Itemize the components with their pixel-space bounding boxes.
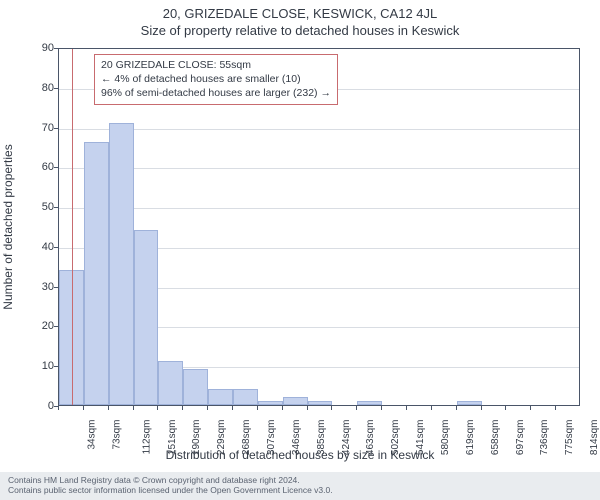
ytick-label: 60 xyxy=(14,161,54,173)
histogram-bar xyxy=(308,401,333,405)
xtick-mark xyxy=(356,406,357,410)
page-title-line1: 20, GRIZEDALE CLOSE, KESWICK, CA12 4JL xyxy=(0,0,600,21)
xtick-mark xyxy=(157,406,158,410)
footer-line2: Contains public sector information licen… xyxy=(8,485,592,496)
histogram-bar xyxy=(258,401,283,405)
ytick-label: 80 xyxy=(14,82,54,94)
histogram-bar xyxy=(233,389,258,405)
xtick-label: 619sqm xyxy=(465,420,476,456)
histogram-bar xyxy=(84,142,109,405)
histogram-bar xyxy=(109,123,134,405)
xtick-mark xyxy=(381,406,382,410)
ytick-mark xyxy=(54,48,58,49)
ytick-mark xyxy=(54,88,58,89)
xtick-label: 307sqm xyxy=(266,420,277,456)
gridline xyxy=(59,129,579,130)
xtick-label: 541sqm xyxy=(415,420,426,456)
xtick-mark xyxy=(207,406,208,410)
ytick-label: 90 xyxy=(14,42,54,54)
xtick-mark xyxy=(307,406,308,410)
xtick-label: 697sqm xyxy=(515,420,526,456)
xtick-label: 775sqm xyxy=(564,420,575,456)
gridline xyxy=(59,208,579,209)
xtick-label: 658sqm xyxy=(490,420,501,456)
histogram-bar xyxy=(134,230,159,405)
footer-attribution: Contains HM Land Registry data © Crown c… xyxy=(0,472,600,500)
xtick-mark xyxy=(331,406,332,410)
page-title-line2: Size of property relative to detached ho… xyxy=(0,21,600,42)
xtick-label: 463sqm xyxy=(366,420,377,456)
histogram-bar xyxy=(158,361,183,405)
xtick-label: 73sqm xyxy=(111,420,122,450)
ytick-mark xyxy=(54,207,58,208)
ytick-label: 0 xyxy=(14,400,54,412)
ytick-mark xyxy=(54,326,58,327)
ytick-label: 20 xyxy=(14,320,54,332)
histogram-bar xyxy=(208,389,233,405)
xtick-mark xyxy=(456,406,457,410)
xtick-label: 229sqm xyxy=(216,420,227,456)
ytick-label: 40 xyxy=(14,241,54,253)
ytick-mark xyxy=(54,128,58,129)
ytick-mark xyxy=(54,366,58,367)
ytick-mark xyxy=(54,247,58,248)
ytick-label: 50 xyxy=(14,201,54,213)
ytick-label: 30 xyxy=(14,281,54,293)
xtick-mark xyxy=(555,406,556,410)
annotation-line1: 20 GRIZEDALE CLOSE: 55sqm xyxy=(101,58,331,72)
xtick-mark xyxy=(133,406,134,410)
xtick-mark xyxy=(505,406,506,410)
xtick-label: 346sqm xyxy=(291,420,302,456)
xtick-mark xyxy=(431,406,432,410)
xtick-label: 190sqm xyxy=(192,420,203,456)
gridline xyxy=(59,168,579,169)
annotation-line3: 96% of semi-detached houses are larger (… xyxy=(101,86,331,100)
xtick-label: 814sqm xyxy=(589,420,600,456)
ytick-label: 70 xyxy=(14,122,54,134)
xtick-mark xyxy=(530,406,531,410)
xtick-label: 424sqm xyxy=(341,420,352,456)
ytick-label: 10 xyxy=(14,360,54,372)
histogram-bar xyxy=(357,401,382,405)
reference-marker-line xyxy=(72,49,73,405)
xtick-mark xyxy=(182,406,183,410)
xtick-label: 502sqm xyxy=(390,420,401,456)
xtick-label: 268sqm xyxy=(241,420,252,456)
xtick-mark xyxy=(83,406,84,410)
xtick-label: 151sqm xyxy=(167,420,178,456)
footer-line1: Contains HM Land Registry data © Crown c… xyxy=(8,475,592,486)
histogram-bar xyxy=(283,397,308,405)
xtick-label: 580sqm xyxy=(440,420,451,456)
xtick-label: 385sqm xyxy=(316,420,327,456)
chart-annotation: 20 GRIZEDALE CLOSE: 55sqm ← 4% of detach… xyxy=(94,54,338,105)
xtick-mark xyxy=(481,406,482,410)
annotation-line2: ← 4% of detached houses are smaller (10) xyxy=(101,72,331,86)
ytick-mark xyxy=(54,167,58,168)
xtick-label: 736sqm xyxy=(540,420,551,456)
histogram-bar xyxy=(457,401,482,405)
xtick-mark xyxy=(232,406,233,410)
xtick-mark xyxy=(58,406,59,410)
xtick-mark xyxy=(282,406,283,410)
y-axis-label: Number of detached properties xyxy=(1,144,15,309)
xtick-label: 112sqm xyxy=(141,420,152,455)
histogram-bar xyxy=(183,369,208,405)
xtick-mark xyxy=(406,406,407,410)
xtick-mark xyxy=(108,406,109,410)
xtick-label: 34sqm xyxy=(87,420,98,450)
xtick-mark xyxy=(257,406,258,410)
ytick-mark xyxy=(54,287,58,288)
